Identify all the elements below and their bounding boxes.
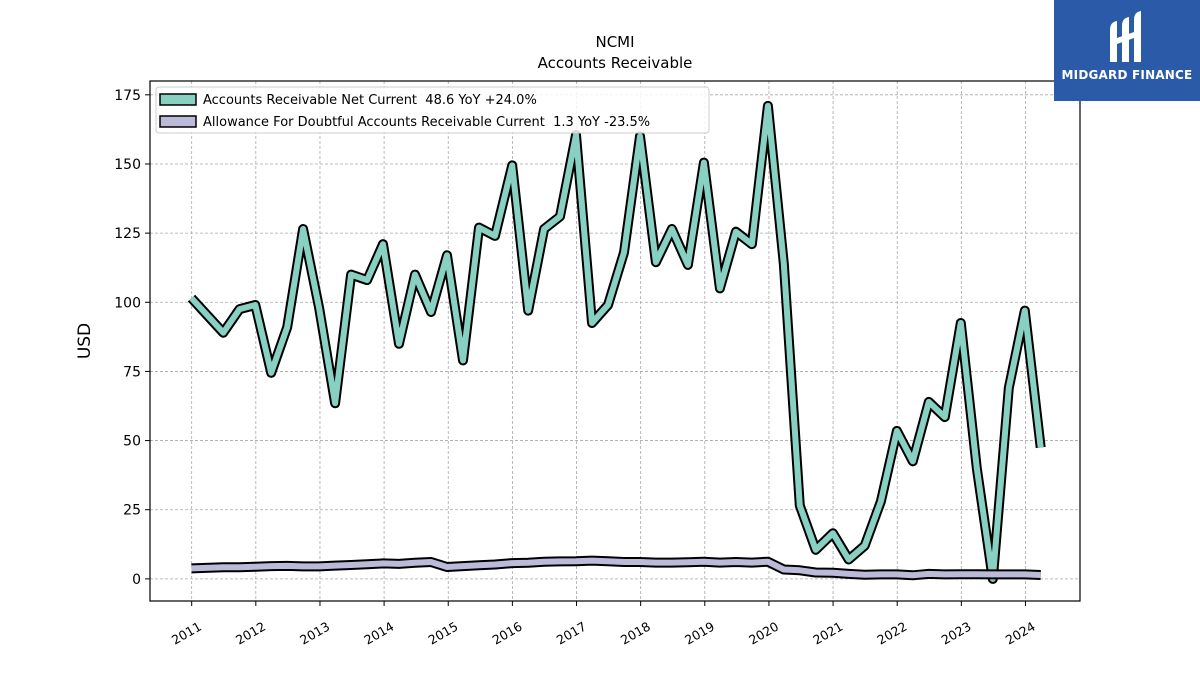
chart-subtitle: Accounts Receivable (538, 54, 693, 72)
grid (150, 81, 1080, 601)
x-tick-label: 2022 (874, 619, 909, 648)
y-tick-label: 25 (123, 503, 141, 519)
y-tick-label: 75 (123, 364, 141, 380)
y-tick-label: 100 (114, 295, 141, 311)
x-tick-label: 2014 (361, 619, 396, 648)
legend-label-allowance: Allowance For Doubtful Accounts Receivab… (203, 115, 650, 130)
plot-frame (149, 80, 1081, 602)
legend-box (155, 86, 710, 134)
x-tick-label: 2023 (939, 619, 974, 648)
legend: Accounts Receivable Net Current 48.6 YoY… (155, 86, 710, 134)
y-tick-label: 0 (132, 572, 141, 588)
x-tick-label: 2015 (425, 619, 460, 648)
legend-label-ar: Accounts Receivable Net Current 48.6 YoY… (203, 93, 537, 108)
x-tick-label: 2012 (233, 619, 268, 648)
x-tick-label: 2017 (554, 619, 589, 648)
midgard-finance-logo: MIDGARD FINANCE (1054, 0, 1200, 101)
y-tick-label: 125 (114, 226, 141, 242)
y-axis-label: USD (75, 323, 95, 359)
midgard-logo-icon (1110, 11, 1141, 62)
x-tick-label: 2019 (682, 619, 717, 648)
y-tick-label: 175 (114, 88, 141, 104)
x-tick-label: 2011 (169, 619, 204, 648)
logo-text: MIDGARD FINANCE (1061, 68, 1193, 82)
series-1 (191, 555, 1041, 581)
chart-title: NCMI (595, 33, 634, 51)
x-tick-label: 2016 (490, 619, 525, 648)
y-tick-label: 50 (123, 434, 141, 450)
series-line (191, 557, 1041, 579)
x-tick-label: 2024 (1003, 619, 1038, 648)
legend-swatch-ar (159, 93, 197, 106)
series-line (189, 102, 1044, 582)
series-line-outline (187, 100, 1046, 584)
series-0 (187, 100, 1046, 584)
y-tick-label: 150 (114, 157, 141, 173)
x-tick-label: 2018 (618, 619, 653, 648)
legend-swatch-allowance (159, 115, 197, 128)
x-tick-label: 2013 (297, 619, 332, 648)
x-tick-label: 2021 (810, 619, 845, 648)
series-layer (187, 100, 1046, 584)
x-tick-label: 2020 (746, 619, 781, 648)
